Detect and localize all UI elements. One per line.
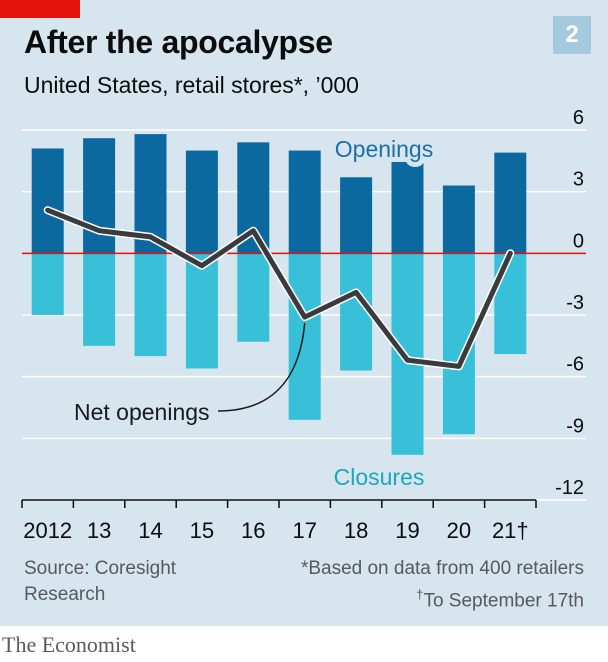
dagger-mark: † bbox=[416, 587, 424, 602]
y-tick-label: -12 bbox=[555, 477, 584, 499]
net-openings-line-group bbox=[43, 206, 515, 371]
retail-stores-chart: Openings Closures Net openings 6 3 0 -3 -6 -9 -1… bbox=[21, 107, 586, 543]
openings-bar bbox=[31, 148, 64, 254]
y-tick-label: 0 bbox=[573, 230, 584, 252]
chart-subtitle: United States, retail stores*, ’000 bbox=[24, 72, 359, 98]
source-line-2: Research bbox=[24, 584, 106, 605]
openings-bar bbox=[494, 152, 527, 254]
x-tick-label: 21† bbox=[492, 518, 529, 543]
openings-label: Openings bbox=[335, 136, 433, 162]
closures-label: Closures bbox=[334, 464, 425, 490]
x-tick-label: 19 bbox=[395, 518, 419, 543]
footnote-date-text: To September 17th bbox=[423, 590, 584, 612]
openings-bar bbox=[185, 150, 218, 254]
closures-bar bbox=[237, 253, 270, 342]
x-tick-label: 15 bbox=[190, 518, 214, 543]
x-tick-label: 14 bbox=[138, 518, 162, 543]
x-tick-label: 17 bbox=[292, 518, 316, 543]
x-tick-label: 13 bbox=[87, 518, 111, 543]
y-tick-label: -6 bbox=[566, 354, 584, 376]
x-tick-label: 20 bbox=[447, 518, 471, 543]
y-tick-label: 3 bbox=[573, 169, 584, 191]
x-tick-label: 16 bbox=[241, 518, 265, 543]
y-tick-label: -3 bbox=[566, 292, 584, 314]
closures-bar bbox=[83, 253, 116, 346]
closures-bar bbox=[185, 253, 218, 369]
chart-number-badge: 2 bbox=[553, 16, 591, 54]
closures-bar bbox=[134, 253, 167, 357]
y-tick-label: 6 bbox=[573, 107, 584, 129]
openings-bar bbox=[288, 150, 321, 254]
footnote-date: †To September 17th bbox=[301, 582, 584, 614]
net-openings-line bbox=[45, 207, 513, 369]
openings-bar bbox=[340, 177, 373, 254]
labels: Openings Closures Net openings bbox=[74, 131, 438, 495]
footnotes: *Based on data from 400 retailers †To Se… bbox=[301, 556, 584, 614]
closures-bar bbox=[31, 253, 64, 315]
net-openings-label: Net openings bbox=[74, 399, 210, 425]
net-openings-leader-line bbox=[217, 322, 306, 412]
axes: 6 3 0 -3 -6 -9 -12 2012 13 14 15 16 17 18 19 20 21† bbox=[21, 107, 584, 543]
x-tick-label: 18 bbox=[344, 518, 368, 543]
source-note: Source: Coresight Research bbox=[24, 556, 176, 608]
y-tick-label: -9 bbox=[566, 415, 584, 437]
brand-red-tag bbox=[0, 0, 80, 18]
openings-bar bbox=[442, 185, 475, 254]
footnote-retailers: *Based on data from 400 retailers bbox=[300, 558, 584, 579]
source-line-1: Source: Coresight bbox=[24, 558, 177, 579]
openings-bar bbox=[391, 158, 424, 254]
bars bbox=[31, 134, 527, 455]
economist-brand: The Economist bbox=[2, 632, 136, 657]
closures-bar bbox=[288, 253, 321, 420]
x-tick-label: 2012 bbox=[23, 518, 72, 543]
chart-title: After the apocalypse bbox=[24, 24, 333, 60]
